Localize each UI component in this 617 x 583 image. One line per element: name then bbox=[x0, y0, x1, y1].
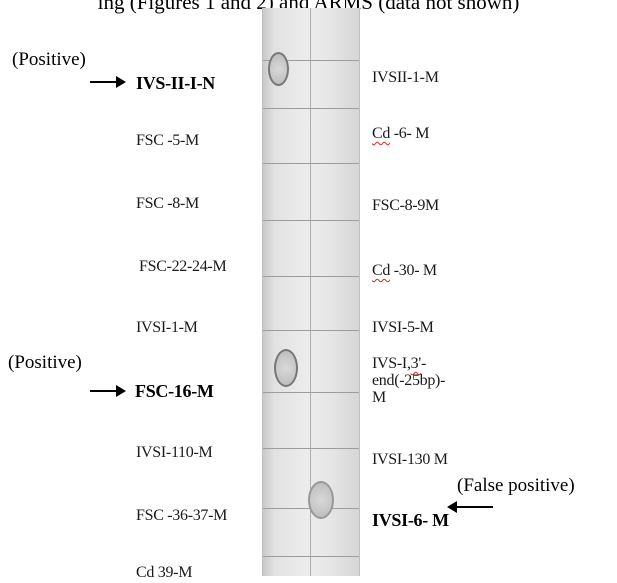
label-ivsi-110-m: IVSI-110-M bbox=[136, 444, 213, 461]
caption-text: ing (Figures 1 and 2) and ARMS (data not… bbox=[97, 0, 520, 14]
label-fsc-8-9m: FSC-8-9M bbox=[372, 197, 439, 214]
label-fsc-36-37-m: FSC -36-37-M bbox=[136, 507, 228, 524]
arrow-right-icon bbox=[90, 76, 126, 88]
label-fsc-8-m: FSC -8-M bbox=[136, 195, 199, 212]
label-ivsii-1-m: IVSII-1-M bbox=[372, 69, 439, 86]
label-ivs-i-3-end-25bp-m: IVS-I,3'-end(-25bp)-M bbox=[372, 355, 446, 406]
positive-spot-marker bbox=[274, 349, 298, 387]
false-positive-spot-marker bbox=[308, 481, 334, 519]
label-cd-30-m: Cd -30- M bbox=[372, 262, 437, 279]
positive-annotation-top: (Positive) bbox=[12, 49, 86, 70]
label-ivsi-6-m: IVSI-6- M bbox=[372, 510, 449, 530]
label-ivsi-5-m: IVSI-5-M bbox=[372, 319, 434, 336]
strip-assay-membrane bbox=[262, 8, 360, 576]
arrow-right-icon bbox=[90, 385, 126, 397]
label-fsc-5-m: FSC -5-M bbox=[136, 132, 199, 149]
label-fsc-16-m: FSC-16-M bbox=[135, 381, 214, 401]
positive-spot-marker bbox=[268, 52, 289, 86]
false-positive-annotation: (False positive) bbox=[457, 475, 575, 496]
label-ivs-ii-i-n: IVS-II-I-N bbox=[136, 73, 216, 93]
label-ivsi-1-m: IVSI-1-M bbox=[136, 319, 198, 336]
label-cd-6-m: Cd -6- M bbox=[372, 125, 430, 142]
positive-annotation-mid: (Positive) bbox=[8, 352, 82, 373]
label-ivsi-130-m: IVSI-130 M bbox=[372, 451, 448, 468]
label-cd-39-m: Cd 39-M bbox=[136, 564, 193, 581]
arrow-left-icon bbox=[447, 501, 493, 513]
label-fsc-22-24-m: FSC-22-24-M bbox=[139, 258, 227, 275]
